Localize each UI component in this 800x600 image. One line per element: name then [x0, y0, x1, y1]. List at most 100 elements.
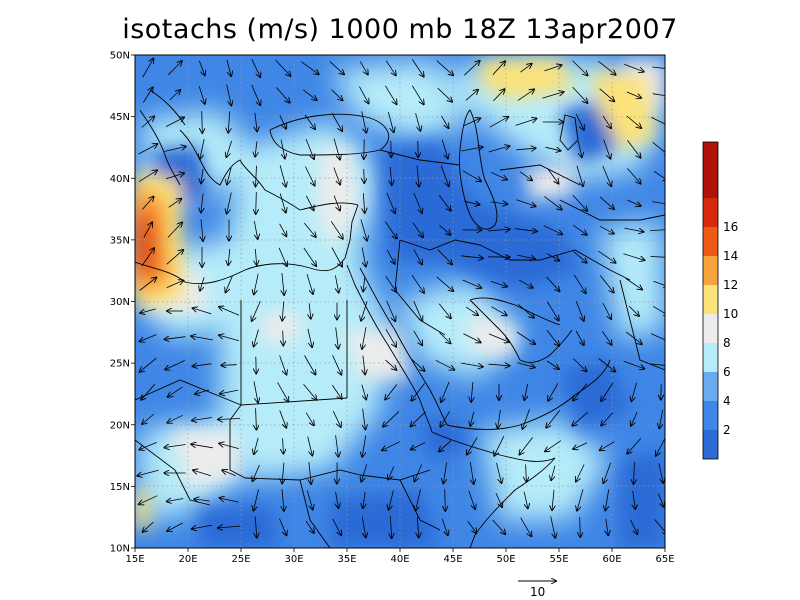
wind-vector	[624, 227, 644, 232]
wind-vector	[227, 192, 232, 214]
wind-vector	[573, 442, 588, 449]
wind-vector	[252, 300, 261, 321]
wind-vector	[304, 114, 315, 129]
wind-vector	[651, 117, 665, 126]
wind-vector	[519, 171, 532, 181]
wind-vector	[195, 389, 210, 394]
wind-vector	[168, 386, 183, 397]
colorbar-swatch-8-10	[703, 314, 718, 343]
wind-vector	[166, 280, 184, 288]
lat-tick-label: 30N	[110, 297, 130, 308]
wind-vector	[546, 410, 561, 427]
wind-vector	[623, 253, 645, 260]
wind-vector	[465, 90, 478, 101]
wind-vector	[657, 493, 664, 506]
wind-vector	[572, 224, 587, 235]
wind-vector	[303, 89, 316, 100]
wind-vector	[332, 518, 341, 535]
wind-vector	[193, 470, 212, 477]
wind-vector	[141, 383, 156, 400]
wind-vector	[383, 411, 400, 426]
wind-vector	[552, 489, 554, 510]
wind-vector	[575, 301, 584, 321]
wind-vector	[652, 67, 665, 69]
wind-vector	[386, 300, 396, 321]
lat-tick-label: 20N	[110, 420, 130, 431]
wind-vector	[331, 112, 342, 131]
wind-vector	[219, 307, 240, 316]
wind-vector	[219, 443, 239, 449]
wind-vector	[332, 410, 341, 427]
wind-vector	[283, 438, 284, 453]
wind-vector	[627, 168, 640, 183]
wind-vector	[411, 383, 425, 400]
lon-tick-label: 30E	[284, 554, 303, 565]
wind-vector	[517, 303, 534, 317]
wind-vector	[198, 60, 204, 76]
lon-tick-label: 60E	[602, 554, 621, 565]
wind-vector	[488, 229, 509, 231]
lon-tick-label: 50E	[496, 554, 515, 565]
wind-vector	[650, 256, 665, 258]
wind-vector	[464, 201, 480, 204]
wind-vector	[623, 360, 645, 369]
wind-vector	[519, 279, 532, 288]
wind-vector	[390, 166, 392, 185]
vector-key-label: 10	[530, 585, 545, 599]
lon-tick-label: 25E	[231, 554, 250, 565]
wind-vector	[140, 308, 156, 313]
wind-vector	[282, 489, 284, 511]
wind-vector	[382, 441, 401, 451]
wind-vector	[580, 516, 581, 537]
wind-vector	[385, 60, 396, 76]
wind-vector	[493, 89, 504, 102]
wind-vector	[488, 146, 510, 153]
wind-vector	[495, 492, 502, 507]
wind-vector	[415, 113, 421, 131]
wind-vector	[137, 469, 159, 476]
wind-vector	[388, 466, 395, 480]
wind-vector	[362, 327, 367, 349]
wind-vector	[335, 275, 338, 292]
wind-vector	[546, 276, 560, 291]
wind-vector	[198, 86, 205, 104]
wind-vector	[653, 280, 665, 286]
wind-vector	[361, 111, 367, 132]
wind-vector	[440, 165, 449, 187]
wind-vector	[411, 274, 424, 293]
wind-vector	[192, 418, 213, 421]
wind-vector	[436, 60, 453, 76]
wind-vector	[462, 170, 481, 181]
wind-vector	[631, 412, 638, 426]
wind-vector	[166, 250, 183, 265]
wind-vector	[413, 249, 422, 265]
wind-vector	[653, 170, 665, 181]
wind-vector	[417, 516, 418, 538]
wind-vector	[659, 409, 662, 429]
wind-vector	[411, 59, 423, 76]
wind-vector	[306, 490, 312, 510]
wind-vector	[625, 278, 642, 290]
wind-vector	[468, 490, 475, 509]
wind-vector	[630, 519, 638, 534]
wind-vector	[386, 250, 394, 264]
wind-vector	[650, 229, 665, 231]
wind-vector	[167, 223, 182, 238]
wind-vector	[140, 334, 157, 342]
wind-vector	[220, 498, 239, 503]
wind-vector	[191, 444, 213, 449]
wind-vector	[253, 381, 258, 403]
wind-vector	[572, 60, 588, 76]
wind-vector	[544, 196, 561, 209]
wind-vector	[278, 247, 287, 266]
wind-vector	[330, 220, 343, 239]
wind-vector	[141, 117, 154, 128]
wind-vector	[336, 492, 339, 508]
wind-vector	[411, 358, 425, 371]
wind-vector	[386, 192, 395, 213]
wind-vector	[464, 61, 479, 76]
wind-vector	[389, 490, 394, 509]
wind-vector	[490, 281, 507, 286]
lon-tick-label: 55E	[549, 554, 568, 565]
wind-vector	[169, 90, 181, 101]
